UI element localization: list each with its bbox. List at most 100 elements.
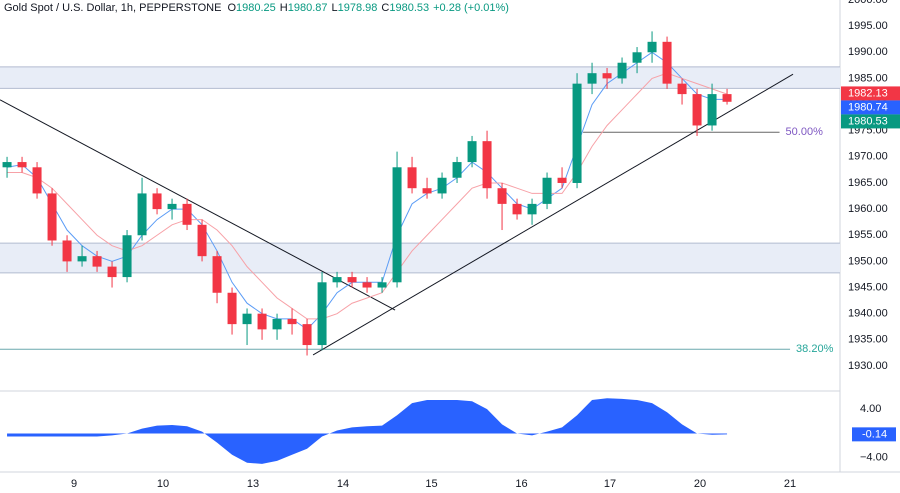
y-tick-label: 1955.00 [848, 229, 888, 241]
y-tick-label: 1965.00 [848, 177, 888, 189]
candle-body [272, 318, 282, 330]
candle-body [362, 282, 372, 288]
price-label-box [841, 86, 900, 101]
candle-body [152, 193, 162, 210]
oscillator-current-box [852, 427, 896, 442]
x-tick-label: 15 [425, 478, 437, 490]
header-key: C [381, 2, 389, 14]
candle-body [377, 282, 387, 288]
header-key: H [280, 2, 288, 14]
oscillator-tick-label: 4.00 [860, 403, 881, 415]
candle-body [257, 313, 267, 330]
x-tick-label: 13 [247, 478, 259, 490]
oscillator-tick-label: −4.00 [860, 452, 888, 464]
price-label: 1980.53 [848, 115, 888, 127]
candle-body [527, 203, 537, 215]
x-tick-label: 10 [157, 478, 169, 490]
price-label: 1980.74 [848, 101, 888, 113]
header-value: 1980.25 [236, 2, 276, 14]
y-tick-label: 1950.00 [848, 255, 888, 267]
level-label: 38.20% [796, 343, 834, 355]
x-tick-label: 16 [515, 478, 527, 490]
candle-body [62, 240, 72, 262]
candle-body [182, 203, 192, 225]
candle-body [572, 83, 582, 183]
candle-body [602, 73, 612, 79]
candle-body [122, 235, 132, 278]
candle-body [617, 62, 627, 79]
header-value: 1978.98 [338, 2, 378, 14]
header-change: +0.28 (+0.01%) [433, 2, 509, 14]
candle-body [2, 162, 12, 168]
y-tick-label: 1990.00 [848, 46, 888, 58]
candle-body [482, 141, 492, 189]
candle-body [437, 177, 447, 194]
candle-body [167, 203, 177, 210]
candle-body [407, 167, 417, 189]
candle-body [302, 324, 312, 346]
candle-body [212, 256, 222, 293]
y-tick-label: 1995.00 [848, 20, 888, 32]
x-tick-label: 21 [784, 478, 796, 490]
zone [0, 243, 840, 273]
zone [0, 66, 840, 89]
header-key: L [332, 2, 338, 14]
candle-body [242, 313, 252, 325]
x-tick-label: 17 [604, 478, 616, 490]
level-label: 50.00% [786, 126, 824, 138]
header-value: 1980.87 [288, 2, 328, 14]
candle-body [107, 266, 117, 278]
candle-body [32, 167, 42, 194]
candle-body [497, 188, 507, 204]
candle-body [662, 41, 672, 84]
trendline [0, 99, 396, 311]
candle-body [287, 318, 297, 325]
y-tick-label: 1945.00 [848, 281, 888, 293]
zones [0, 66, 840, 274]
candle-body [77, 256, 87, 262]
candle-body [332, 277, 342, 283]
header-value: 1980.53 [389, 2, 429, 14]
oscillator-area [7, 398, 728, 464]
candle-body [677, 83, 687, 95]
y-tick-label: 1985.00 [848, 72, 888, 84]
y-tick-label: 1935.00 [848, 334, 888, 346]
candle-body [587, 73, 597, 84]
oscillator-current-label: -0.14 [862, 428, 887, 440]
candle-body [17, 162, 27, 168]
y-tick-label: 1970.00 [848, 151, 888, 163]
y-tick-label: 1940.00 [848, 308, 888, 320]
candle-body [557, 177, 567, 183]
candle-body [707, 94, 717, 126]
candle-body [722, 94, 732, 102]
chart-title: Gold Spot / U.S. Dollar, 1h, PEPPERSTONE [4, 2, 221, 14]
candle-body [542, 177, 552, 204]
candle-body [317, 282, 327, 346]
candle-body [692, 94, 702, 126]
candle-body [227, 292, 237, 325]
candle-body [422, 188, 432, 194]
header-key: O [227, 2, 236, 14]
candle-body [647, 41, 657, 53]
price-label-box [841, 114, 900, 129]
candle-body [137, 193, 147, 236]
y-tick-label: 1960.00 [848, 203, 888, 215]
candle-body [347, 277, 357, 283]
y-tick-label: 1930.00 [848, 360, 888, 372]
y-tick-label: 2000.00 [848, 0, 888, 6]
candle-body [392, 167, 402, 283]
candle-body [452, 162, 462, 178]
x-tick-label: 9 [71, 478, 77, 490]
x-tick-label: 20 [694, 478, 706, 490]
price-label-box [841, 100, 900, 115]
candle-body [197, 224, 207, 257]
candle-body [632, 52, 642, 63]
price-label: 1982.13 [848, 87, 888, 99]
candle-body [92, 256, 102, 267]
x-tick-label: 14 [337, 478, 349, 490]
candle-body [47, 193, 57, 241]
candle-body [467, 141, 477, 163]
plot: 50.00% 38.20% [0, 31, 834, 356]
